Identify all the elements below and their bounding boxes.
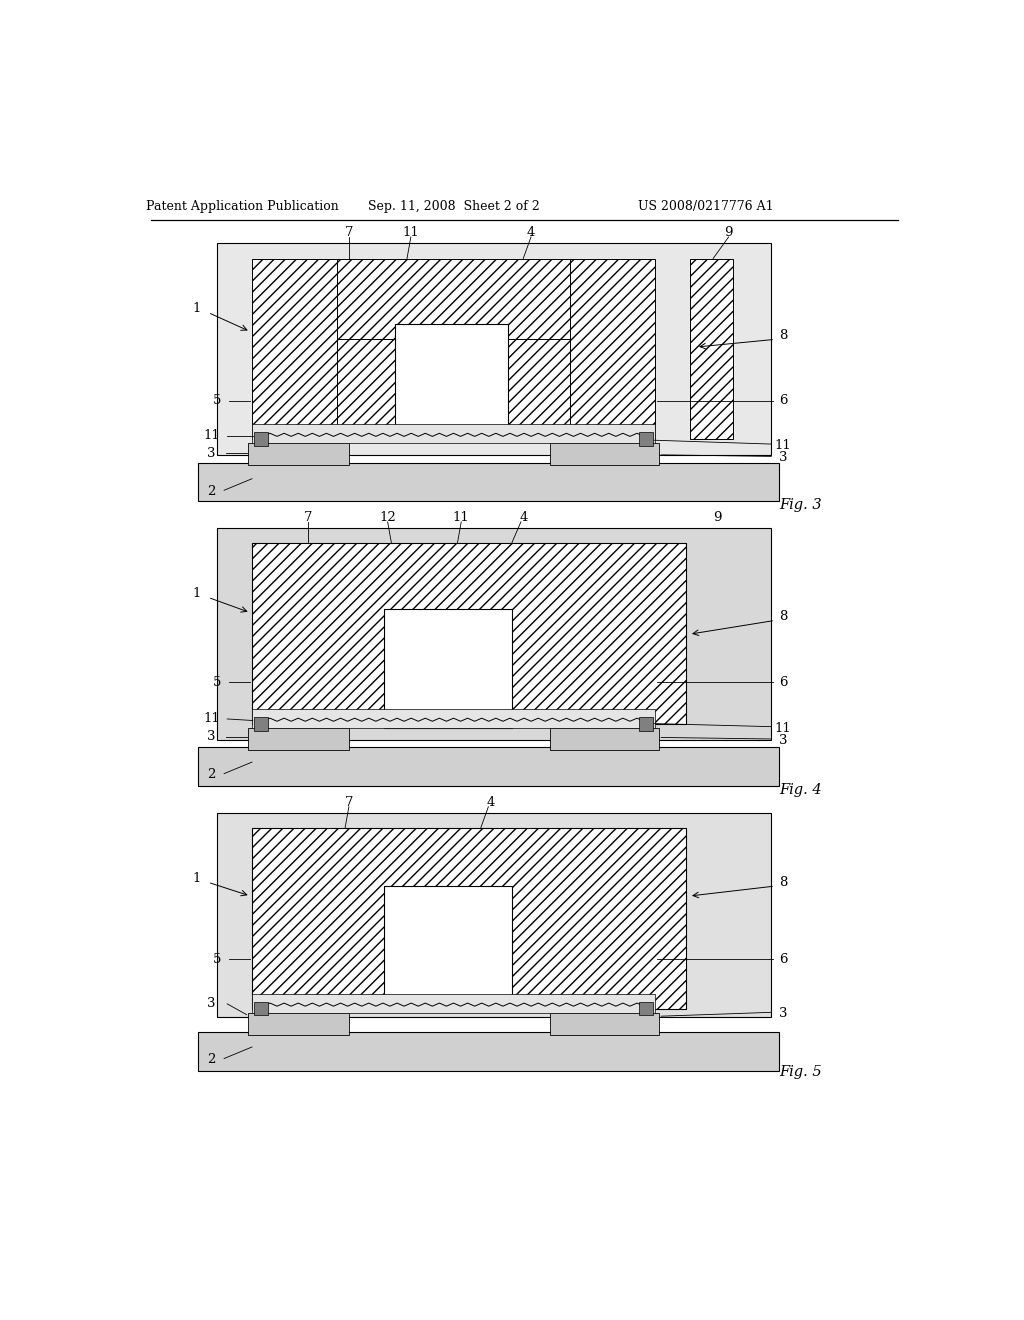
Text: 8: 8 [778, 610, 787, 623]
Text: Sep. 11, 2008  Sheet 2 of 2: Sep. 11, 2008 Sheet 2 of 2 [368, 201, 540, 214]
Bar [198, 1032, 779, 1071]
Text: 9: 9 [713, 511, 721, 524]
Text: 1: 1 [193, 587, 201, 601]
Text: US 2008/0217776 A1: US 2008/0217776 A1 [638, 201, 773, 214]
Text: 1: 1 [193, 871, 201, 884]
Bar [639, 432, 652, 446]
Bar [252, 994, 655, 1014]
Text: 5: 5 [213, 676, 221, 689]
Text: 3: 3 [208, 998, 216, 1010]
Text: Fig. 4: Fig. 4 [779, 783, 821, 797]
Bar [217, 813, 771, 1016]
Text: 6: 6 [778, 395, 787, 408]
Bar [248, 444, 349, 465]
Bar [337, 259, 569, 339]
Bar [198, 747, 779, 785]
Text: 6: 6 [778, 676, 787, 689]
Bar [508, 339, 569, 440]
Bar [550, 729, 658, 750]
Bar [252, 259, 337, 440]
Bar [395, 323, 508, 440]
Bar [252, 709, 655, 729]
Bar [217, 243, 771, 455]
Text: 5: 5 [213, 395, 221, 408]
Text: 4: 4 [519, 511, 527, 524]
Text: 5: 5 [213, 953, 221, 966]
Text: 11: 11 [402, 226, 419, 239]
Text: 3: 3 [208, 730, 216, 743]
Text: 2: 2 [208, 1053, 216, 1065]
Text: 3: 3 [778, 450, 787, 463]
Bar [248, 1014, 349, 1035]
Text: 2: 2 [208, 484, 216, 498]
Bar [384, 886, 512, 1006]
Text: Patent Application Publication: Patent Application Publication [146, 201, 339, 214]
Bar [252, 829, 686, 1010]
Bar [550, 444, 658, 465]
Bar [254, 432, 268, 446]
Text: 2: 2 [208, 768, 216, 781]
Bar [337, 339, 395, 440]
Text: 7: 7 [345, 796, 353, 809]
Bar [569, 259, 655, 440]
Text: 7: 7 [345, 226, 353, 239]
Text: 3: 3 [778, 1007, 787, 1019]
Bar [248, 729, 349, 750]
Bar [254, 1002, 268, 1015]
Text: 7: 7 [303, 511, 312, 524]
Bar [384, 609, 512, 729]
Text: 11: 11 [774, 722, 792, 735]
Text: Fig. 5: Fig. 5 [779, 1065, 821, 1080]
Bar [690, 259, 732, 440]
Text: 12: 12 [379, 511, 396, 524]
Bar [252, 424, 655, 444]
Text: 11: 11 [204, 713, 220, 726]
Text: 4: 4 [526, 226, 536, 239]
Bar [639, 717, 652, 730]
Text: 11: 11 [453, 511, 470, 524]
Text: 6: 6 [778, 953, 787, 966]
Bar [217, 528, 771, 739]
Bar [252, 544, 686, 725]
Text: 8: 8 [778, 329, 787, 342]
Text: 4: 4 [486, 796, 495, 809]
Text: 11: 11 [204, 429, 220, 442]
Text: 9: 9 [724, 226, 733, 239]
Bar [639, 1002, 652, 1015]
Text: Fig. 3: Fig. 3 [779, 498, 821, 512]
Text: 3: 3 [778, 734, 787, 747]
Bar [550, 1014, 658, 1035]
Bar [254, 717, 268, 730]
Bar [198, 462, 779, 502]
Text: 1: 1 [193, 302, 201, 315]
Text: 11: 11 [774, 440, 792, 453]
Text: 8: 8 [778, 875, 787, 888]
Text: 3: 3 [208, 446, 216, 459]
